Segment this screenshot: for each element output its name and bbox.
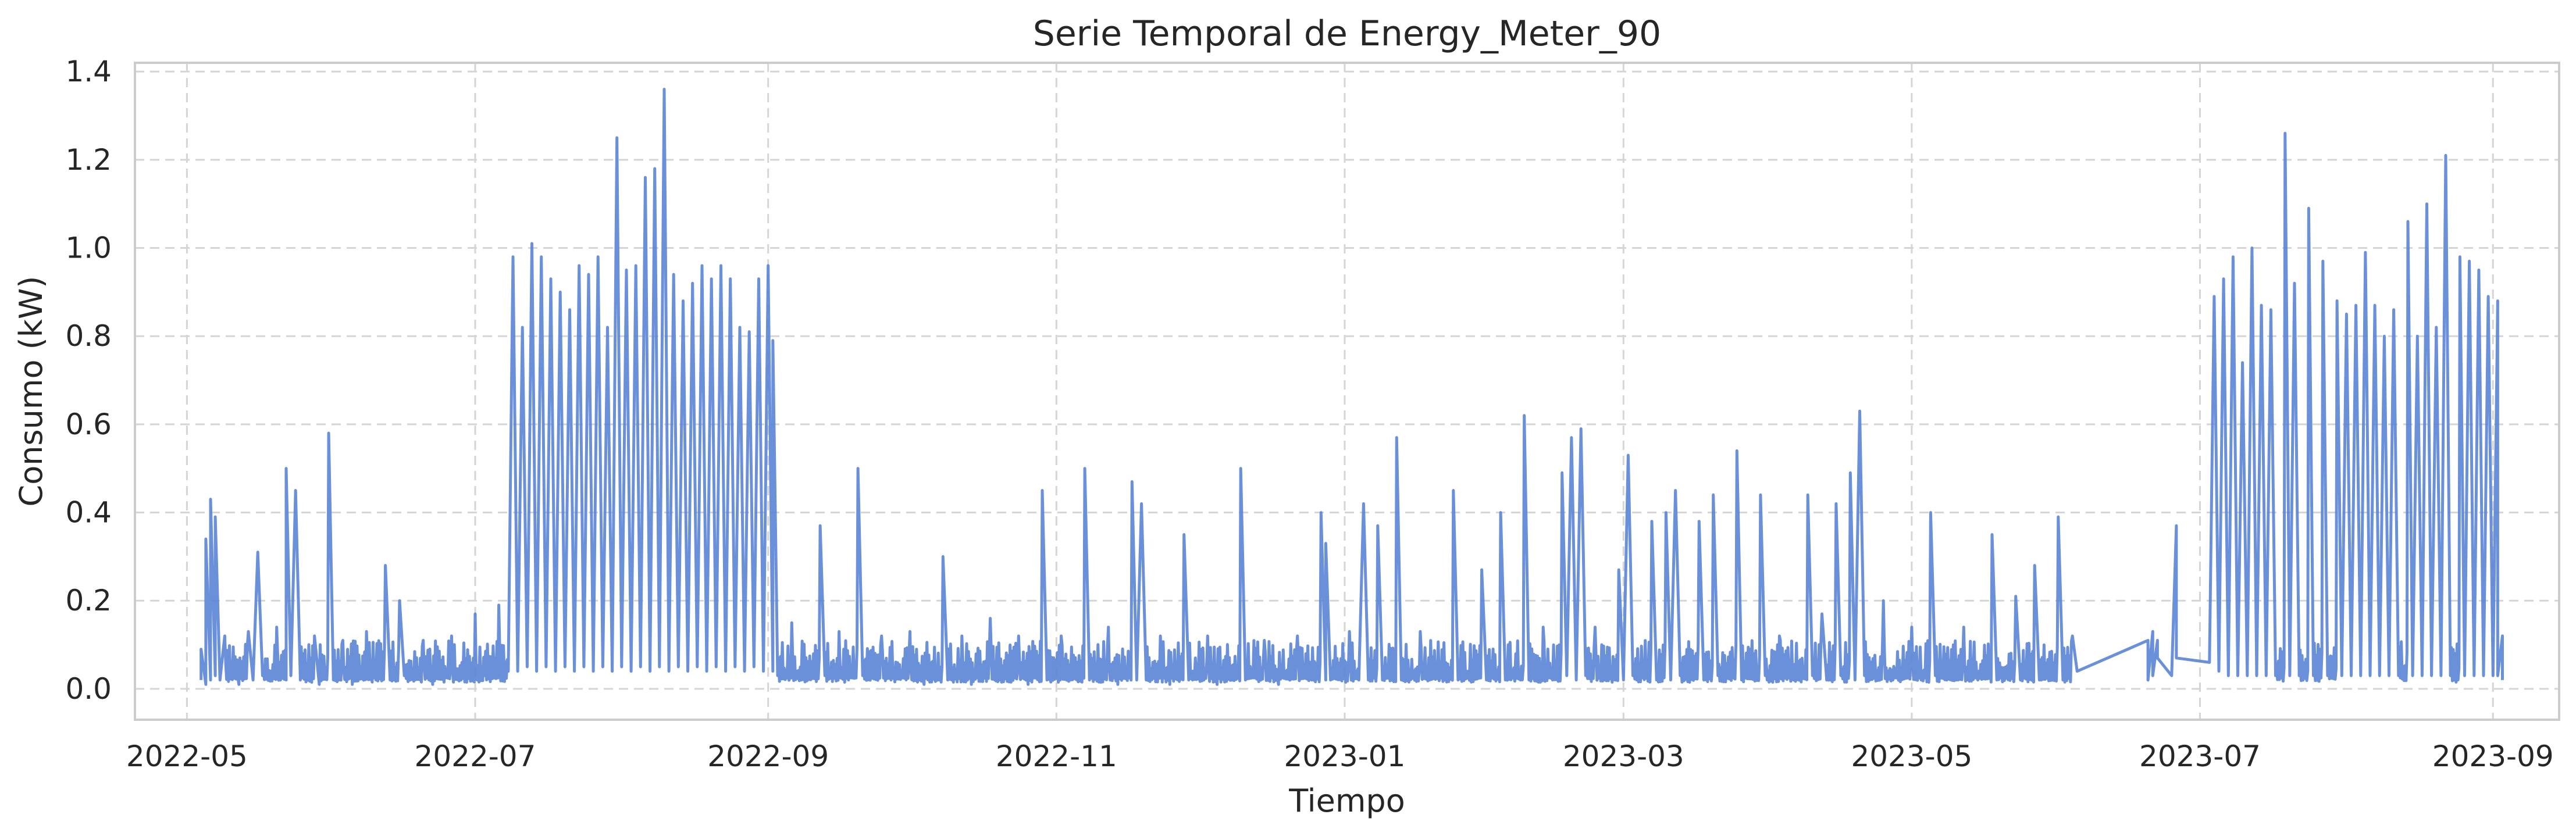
y-tick-label: 0.8 bbox=[65, 319, 112, 353]
y-tick-label: 1.2 bbox=[65, 143, 112, 177]
x-tick-label: 2023-05 bbox=[1851, 739, 1972, 773]
y-axis-label: Consumo (kW) bbox=[13, 276, 49, 507]
y-tick-label: 0.6 bbox=[65, 408, 112, 441]
x-axis-label: Tiempo bbox=[1288, 783, 1405, 819]
plot-frame bbox=[134, 62, 2560, 721]
y-tick-label: 0.0 bbox=[65, 672, 112, 706]
x-tick-label: 2022-07 bbox=[415, 739, 536, 773]
x-tick-labels: 2022-05 2022-07 2022-09 2022-11 2023-01 2023-… bbox=[126, 739, 2554, 773]
y-tick-labels: 0.0 0.2 0.4 0.6 0.8 1.0 1.2 1.4 bbox=[65, 55, 112, 706]
y-tick-label: 1.0 bbox=[65, 231, 112, 265]
gridlines bbox=[135, 63, 2559, 720]
y-tick-label: 0.4 bbox=[65, 496, 112, 530]
y-tick-label: 1.4 bbox=[65, 55, 112, 88]
y-tick-label: 0.2 bbox=[65, 584, 112, 617]
x-tick-label: 2023-09 bbox=[2432, 739, 2554, 773]
chart-title: Serie Temporal de Energy_Meter_90 bbox=[1033, 13, 1661, 54]
x-tick-label: 2023-01 bbox=[1284, 739, 1405, 773]
x-tick-label: 2022-09 bbox=[707, 739, 829, 773]
x-tick-label: 2022-11 bbox=[996, 739, 1117, 773]
x-tick-label: 2022-05 bbox=[126, 739, 248, 773]
series-layer bbox=[199, 88, 2504, 686]
x-tick-label: 2023-07 bbox=[2139, 739, 2261, 773]
series-line bbox=[199, 88, 2504, 686]
x-tick-label: 2023-03 bbox=[1563, 739, 1684, 773]
